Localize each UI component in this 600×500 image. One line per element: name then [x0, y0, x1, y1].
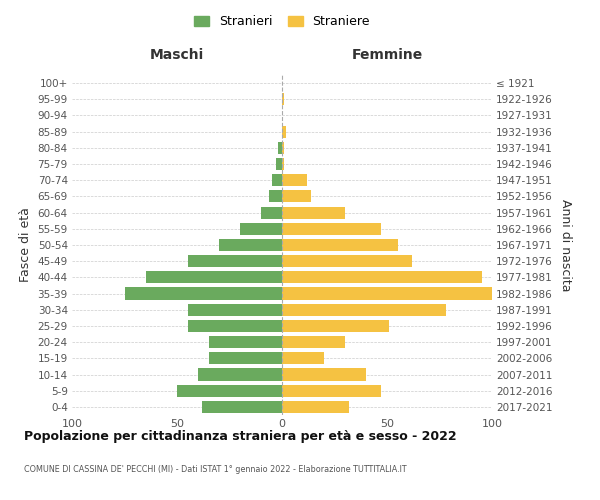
Bar: [202, 401, 282, 413]
Bar: [177, 384, 282, 397]
Bar: [282, 288, 492, 300]
Bar: [282, 174, 307, 186]
Bar: [187, 304, 282, 316]
Bar: [282, 126, 286, 138]
Bar: [282, 190, 311, 202]
Bar: [282, 320, 389, 332]
Bar: [282, 206, 345, 218]
Bar: [282, 304, 446, 316]
Bar: [187, 320, 282, 332]
Bar: [219, 239, 282, 251]
Text: Maschi: Maschi: [150, 48, 204, 62]
Bar: [282, 239, 398, 251]
Bar: [209, 336, 282, 348]
Bar: [282, 222, 381, 235]
Bar: [187, 255, 282, 268]
Bar: [282, 401, 349, 413]
Bar: [282, 93, 284, 106]
Bar: [240, 222, 282, 235]
Bar: [146, 272, 282, 283]
Bar: [282, 255, 412, 268]
Bar: [282, 352, 324, 364]
Bar: [278, 142, 282, 154]
Bar: [276, 158, 282, 170]
Text: Popolazione per cittadinanza straniera per età e sesso - 2022: Popolazione per cittadinanza straniera p…: [24, 430, 457, 443]
Text: Femmine: Femmine: [352, 48, 422, 62]
Bar: [261, 206, 282, 218]
Bar: [282, 336, 345, 348]
Y-axis label: Anni di nascita: Anni di nascita: [559, 198, 572, 291]
Bar: [271, 174, 282, 186]
Bar: [269, 190, 282, 202]
Bar: [282, 158, 284, 170]
Text: COMUNE DI CASSINA DE' PECCHI (MI) - Dati ISTAT 1° gennaio 2022 - Elaborazione TU: COMUNE DI CASSINA DE' PECCHI (MI) - Dati…: [24, 465, 407, 474]
Bar: [209, 352, 282, 364]
Legend: Stranieri, Straniere: Stranieri, Straniere: [190, 11, 374, 32]
Bar: [282, 384, 381, 397]
Bar: [282, 368, 366, 380]
Bar: [125, 288, 282, 300]
Y-axis label: Fasce di età: Fasce di età: [19, 208, 32, 282]
Bar: [282, 272, 482, 283]
Bar: [198, 368, 282, 380]
Bar: [282, 142, 284, 154]
